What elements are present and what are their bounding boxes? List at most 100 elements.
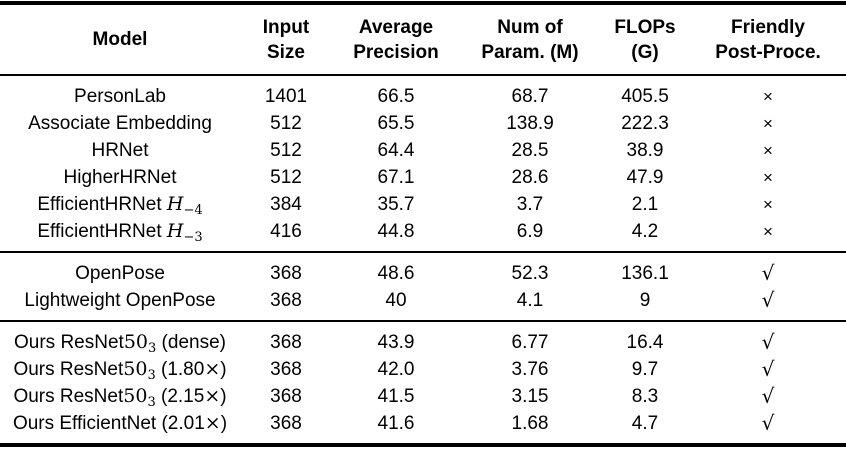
column-header-model: Model [0, 3, 240, 75]
average-precision-value: 42.0 [377, 359, 415, 380]
model-name-cell: PersonLab [0, 75, 240, 110]
column-header-avg-precision: Average Precision [332, 3, 460, 75]
average-precision-value: 41.5 [377, 386, 415, 407]
cross-icon: × [763, 222, 773, 241]
average-precision-value: 67.1 [377, 167, 415, 188]
model-name-cell: Associate Embedding [0, 110, 240, 137]
model-name-math-part: × [204, 358, 221, 380]
model-name-text: PersonLab [74, 86, 166, 107]
flops-value: 4.7 [631, 413, 659, 434]
average-precision-value: 41.6 [377, 413, 415, 434]
model-name-text: HRNet [91, 140, 149, 161]
model-name-text: OpenPose [75, 263, 165, 284]
column-header-input-size-line2: Size [266, 41, 306, 63]
average-precision-value: 35.7 [377, 194, 415, 215]
flops-value: 4.2 [631, 221, 659, 242]
input-size-value: 512 [270, 140, 302, 161]
input-size-value: 368 [270, 413, 302, 434]
cross-icon: × [763, 87, 773, 106]
column-header-avg-precision-line1: Average [358, 16, 434, 38]
input-size-value: 1401 [264, 86, 308, 107]
input-size-value: 368 [270, 263, 302, 284]
table-row: PersonLab 1401 66.5 68.7 405.5 × [0, 75, 846, 110]
model-name-cell: Ours EfficientNet (2.01×) [0, 410, 240, 445]
num-params-value: 3.76 [511, 359, 549, 380]
average-precision-value: 44.8 [377, 221, 415, 242]
table-row: EfficientHRNet H−4 384 35.7 3.7 2.1 × [0, 191, 846, 218]
model-name-cell: Ours ResNet503 (2.15×) [0, 383, 240, 410]
cross-icon: × [763, 141, 773, 160]
model-name-math-part: 50 [123, 358, 148, 380]
table-row: Ours ResNet503 (dense) 368 43.9 6.77 16.4 √ [0, 321, 846, 356]
average-precision-value: 48.6 [377, 263, 415, 284]
model-name-math-part: −3 [183, 230, 203, 245]
input-size-value: 512 [270, 167, 302, 188]
model-name-text: Ours ResNet [14, 332, 124, 353]
model-name-text: (dense) [156, 332, 226, 353]
average-precision-value: 66.5 [377, 86, 415, 107]
table-row: Ours ResNet503 (1.80×) 368 42.0 3.76 9.7 √ [0, 356, 846, 383]
flops-value: 405.5 [621, 86, 669, 107]
num-params-value: 4.1 [516, 290, 544, 311]
model-name-cell: OpenPose [0, 252, 240, 287]
model-name-text: Associate Embedding [28, 113, 212, 134]
checkmark-icon: √ [761, 261, 775, 285]
checkmark-icon: √ [761, 357, 775, 381]
average-precision-value: 40 [385, 290, 407, 311]
table-row: Ours ResNet503 (2.15×) 368 41.5 3.15 8.3 √ [0, 383, 846, 410]
average-precision-value: 43.9 [377, 332, 415, 353]
model-name-cell: Ours ResNet503 (1.80×) [0, 356, 240, 383]
flops-value: 222.3 [621, 113, 669, 134]
header-row: Model Input Size Average Precision Num of Para… [0, 3, 846, 75]
model-name-math-part: 3 [147, 368, 156, 383]
flops-value: 9.7 [631, 359, 659, 380]
section-openpose-methods: OpenPose 368 48.6 52.3 136.1 √ Lightweight Ope… [0, 252, 846, 321]
model-name-text: HigherHRNet [63, 167, 177, 188]
model-name-math-part: 50 [123, 385, 148, 407]
num-params-value: 138.9 [506, 113, 554, 134]
table-row: HRNet 512 64.4 28.5 38.9 × [0, 137, 846, 164]
model-name-math-part: × [204, 385, 221, 407]
flops-value: 38.9 [626, 140, 664, 161]
average-precision-value: 65.5 [377, 113, 415, 134]
model-name-text: Ours EfficientNet (2.01 [12, 413, 205, 434]
num-params-value: 3.15 [511, 386, 549, 407]
input-size-value: 384 [270, 194, 302, 215]
input-size-value: 368 [270, 359, 302, 380]
model-name-math-part: H [166, 220, 184, 242]
model-name-math-part: H [166, 193, 184, 215]
column-header-flops: FLOPs (G) [600, 3, 690, 75]
num-params-value: 52.3 [511, 263, 549, 284]
column-header-num-params-line1: Num of [497, 16, 563, 38]
input-size-value: 368 [270, 290, 302, 311]
table-row: Ours EfficientNet (2.01×) 368 41.6 1.68 4.7 √ [0, 410, 846, 445]
model-name-text: Lightweight OpenPose [24, 290, 216, 311]
flops-value: 9 [639, 290, 651, 311]
flops-value: 47.9 [626, 167, 664, 188]
cross-icon: × [763, 114, 773, 133]
model-name-cell: EfficientHRNet H−4 [0, 191, 240, 218]
model-comparison-table: Model Input Size Average Precision Num of Para… [0, 1, 846, 447]
input-size-value: 368 [270, 386, 302, 407]
column-header-friendly-line1: Friendly [731, 16, 805, 38]
flops-value: 2.1 [631, 194, 659, 215]
average-precision-value: 64.4 [377, 140, 415, 161]
column-header-friendly: Friendly Post-Proce. [690, 3, 846, 75]
input-size-value: 416 [270, 221, 302, 242]
input-size-value: 368 [270, 332, 302, 353]
num-params-value: 28.5 [511, 140, 549, 161]
checkmark-icon: √ [761, 411, 775, 435]
model-name-text: ) [220, 359, 227, 380]
model-name-text: EfficientHRNet [37, 221, 167, 242]
column-header-model-line1: Model [92, 29, 148, 50]
model-name-math-part: 3 [148, 341, 157, 356]
model-name-math-part: × [204, 412, 221, 434]
column-header-flops-line2: (G) [631, 41, 659, 63]
model-name-text: Ours ResNet [13, 359, 124, 380]
model-name-cell: Lightweight OpenPose [0, 287, 240, 321]
column-header-num-params: Num of Param. (M) [460, 3, 600, 75]
section-ours-methods: Ours ResNet503 (dense) 368 43.9 6.77 16.4 √ Ou… [0, 321, 846, 445]
num-params-value: 1.68 [511, 413, 549, 434]
model-name-cell: Ours ResNet503 (dense) [0, 321, 240, 356]
flops-value: 16.4 [626, 332, 664, 353]
